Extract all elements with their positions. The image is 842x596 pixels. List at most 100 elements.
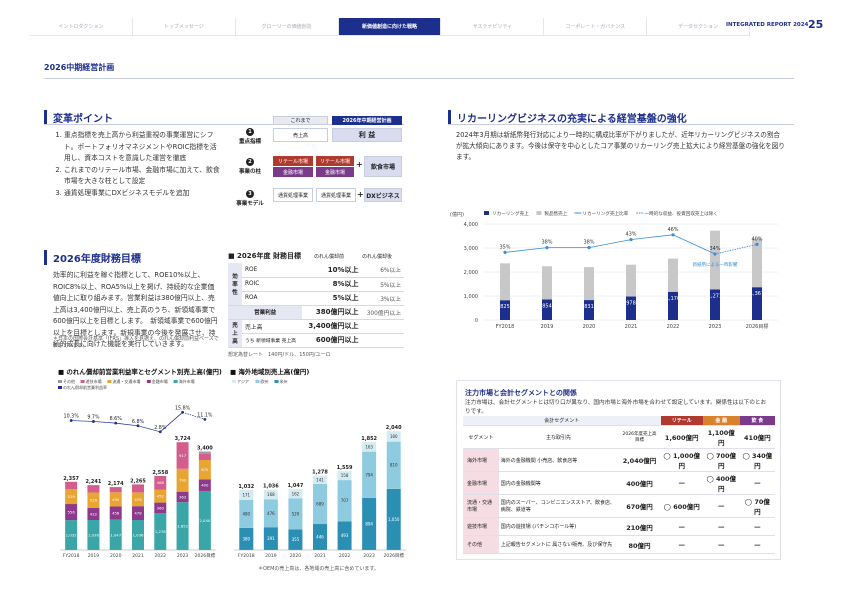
fin-v1: 3,400億円以上 [302,319,362,334]
fin-cat: 営業利益 [228,305,303,320]
bar-segment [65,520,78,550]
rel-target: 210億円 [618,517,661,536]
fin-name: うち 新領域事業 売上高 [242,333,303,348]
bar-segment [176,442,189,469]
rel-cell: — [739,471,775,495]
bar-value-label: 163 [365,444,373,449]
fin-name: ROIC [242,277,303,292]
flow-after: 利 益 [332,128,402,142]
rel-market-total: 1,600億円 [660,425,703,449]
legend-swatch [232,380,236,383]
nav-tab[interactable]: サステナビリティ [441,18,545,36]
ratio-line-segment [182,411,205,420]
divider [44,78,794,79]
nav-tab[interactable]: コーポレート・ガバナンス [544,18,648,36]
flow-row-label: 2 事業の柱 [238,158,261,175]
nav-tab-active[interactable]: 新価値創造に向けた戦略 [338,18,442,36]
section-title: 2026中期経営計画 [44,63,115,72]
x-tick-label: FY2018 [63,553,80,559]
bar-segment [337,521,352,550]
bar-value-label: 391 [267,536,275,541]
bar-segment [154,475,167,490]
ratio-line-segment [93,421,116,424]
legend-label: 欧州 [261,378,269,384]
ratio-line-segment [160,412,183,433]
ratio-point [671,233,675,237]
ratio-label: 38% [583,240,594,246]
page-number: 25 [808,18,824,31]
ratio-label: 43% [625,232,636,238]
bar-value-label: 478 [134,511,142,516]
rel-head-col3: 2026年度売上高目標 [618,425,661,449]
recurring-body: 2024年3月期は新紙幣発行対応により一時的に構成比率が下がりましたが、近年リカ… [456,131,785,161]
relation-table: 会計セグメント リテール 金 融 飲 食 セグメント 主な取引先 2026年度売… [463,416,775,554]
flow-row-label: 1 重点指標 [238,128,261,145]
bar-recurring [710,289,720,320]
region-chart: アジア 欧州 米州 380 480 171 1,032 FY2018 391 476 168 1,03… [232,378,406,559]
rel-seg: 金融市場 [463,471,499,495]
relation-desc: 注力市場は、会計セグメントとは切り口が異なり、国内市場と海外市場を合わせて設定し… [465,400,767,415]
bar-segment [109,519,122,550]
fin-v2: 300億円以上 [361,305,404,320]
ratio-point [545,246,549,250]
ratio-line-segment [137,425,161,433]
bar-segment [132,506,144,521]
fx-note: 想定為替レート 140円/ドル、150円/ユーロ [228,352,331,358]
bar-segment [313,483,327,525]
bar-value-label: 360 [157,505,165,510]
rel-cell: — [660,535,703,554]
rel-biz: 上記報告セグメントに 属さない販売、及び保守先 [498,535,619,554]
rel-market-total: 410億円 [739,425,775,449]
rel-head-segment: 会計セグメント [463,416,661,426]
ratio-label: 8.6% [110,416,123,422]
bar-segment [386,441,401,489]
fin-note: ＊日本の国際会計基準「IFRS」導入を見据え、のれん償却前利益ベースで表していま… [53,336,219,349]
ratio-label: 34% [709,246,720,252]
ratio-label: 46% [667,227,678,233]
bar-total-label: 1,852 [361,436,377,442]
divider [448,124,794,125]
x-tick-label: 2022 [339,553,351,559]
bar-segment [154,489,167,503]
rel-target: 80億円 [618,535,661,554]
nav-tab[interactable]: データセクション [647,18,751,36]
rel-cell: — [739,535,775,554]
rel-market-food: 飲 食 [739,416,775,426]
ratio-label: 38% [541,240,552,246]
bar-value-label: 556 [68,510,76,515]
nav-tab[interactable]: グローリーの価値創造 [235,18,339,36]
bar-total-label: 2,040 [386,425,402,431]
bar-value-label: 810 [390,463,398,468]
bar-product [710,230,720,290]
x-tick-label: 2023 [177,553,189,559]
bar-total-label: 1,559 [337,465,353,471]
bar-value-label: 468 [157,480,165,485]
fin-name: ROE [242,263,303,278]
bar-value-label: 2,040 [199,518,210,523]
ratio-point [629,238,633,242]
rel-market-retail: リテール [660,416,703,426]
nav-tab[interactable]: イントロダクション [30,18,133,36]
bar-value-label: 1,278 [155,529,166,534]
divider [44,124,404,125]
rel-seg: 遊技市場 [463,517,499,536]
flow-before: 売上高 [273,128,328,142]
x-tick-label: 2026目標 [746,323,769,330]
nav-tab[interactable]: トップメッセージ [132,18,236,36]
y-tick-label: 0 [475,318,478,324]
bar-value-label: 1,032 [66,533,77,538]
bar-segment [198,451,211,454]
ratio-line-segment [71,420,94,422]
fin-name: ROA [242,291,303,306]
rel-cell: ◯ 340億円 [739,448,775,472]
bar-segment [198,453,211,460]
bar-segment [176,502,189,550]
bar-recurring [500,300,510,320]
bar-segment [198,459,211,480]
bar-segment [87,485,100,493]
fin-v1: 5%以上 [302,291,362,306]
bar-value-label: 490 [112,497,120,502]
rel-biz: 海外の金融機関 小売店、飲食店等 [498,448,619,472]
report-brand: INTEGRATED REPORT 2024 [726,22,809,28]
region-note: ＊OEMの売上高は、各地域の売上高に含めています。 [258,566,379,572]
